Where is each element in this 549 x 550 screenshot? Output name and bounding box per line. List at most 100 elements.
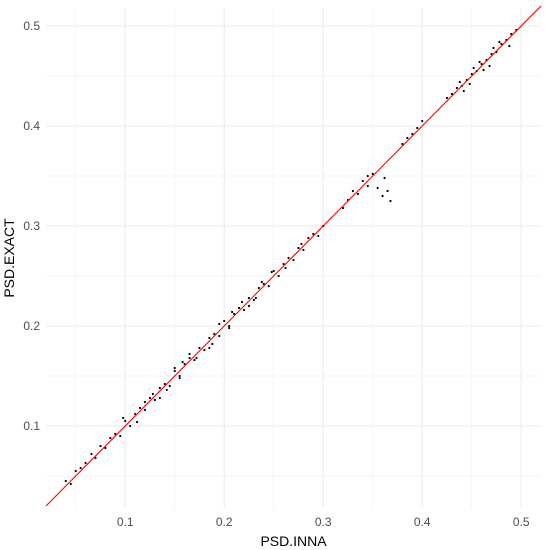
data-point <box>490 52 493 56</box>
y-tick-label: 0.5 <box>23 19 40 33</box>
major-gridlines <box>46 8 541 508</box>
data-point <box>228 324 231 328</box>
data-point <box>168 384 171 388</box>
data-point <box>455 86 458 90</box>
data-point <box>122 416 125 420</box>
data-point <box>158 396 161 400</box>
data-point <box>381 194 384 198</box>
data-point <box>223 319 226 323</box>
data-point <box>470 72 473 76</box>
data-point <box>302 248 305 252</box>
data-point <box>383 176 386 180</box>
y-tick-label: 0.2 <box>23 319 40 333</box>
data-point <box>260 280 263 284</box>
data-point <box>208 346 211 350</box>
data-point <box>203 348 206 352</box>
reference-line <box>45 5 542 507</box>
data-point <box>173 366 176 370</box>
data-point <box>135 420 139 424</box>
data-point <box>64 479 67 483</box>
data-point <box>386 189 389 193</box>
data-point <box>468 82 471 86</box>
data-point <box>143 408 147 412</box>
data-point <box>287 256 290 260</box>
data-point <box>508 44 511 48</box>
data-point <box>84 461 87 465</box>
data-point <box>277 274 280 278</box>
y-axis-tick-labels: 0.1 0.2 0.3 0.4 0.5 <box>23 19 40 433</box>
data-point <box>247 296 251 300</box>
data-point <box>213 332 216 336</box>
data-point <box>124 419 127 423</box>
x-tick-label: 0.1 <box>117 515 134 529</box>
data-point <box>341 206 345 210</box>
data-point <box>79 466 82 470</box>
data-point <box>284 266 287 270</box>
x-axis-title: PSD.INNA <box>260 533 327 549</box>
data-point <box>498 40 501 44</box>
data-point <box>482 68 485 72</box>
data-point <box>129 424 132 428</box>
data-point <box>218 334 221 338</box>
data-point <box>242 308 246 312</box>
data-point <box>231 310 234 314</box>
data-point <box>462 89 465 93</box>
data-point <box>254 296 257 300</box>
data-points <box>64 28 518 486</box>
data-point <box>371 172 374 176</box>
data-point <box>94 456 97 460</box>
y-axis-title: PSD.EXACT <box>1 218 17 298</box>
data-point <box>143 400 147 404</box>
data-point <box>356 192 359 196</box>
data-point <box>478 60 481 64</box>
data-point <box>480 62 483 66</box>
data-point <box>237 306 241 310</box>
data-point <box>411 132 414 136</box>
data-point <box>90 452 93 456</box>
data-point <box>492 46 495 50</box>
x-tick-label: 0.4 <box>414 515 431 529</box>
data-point <box>458 80 461 84</box>
data-point <box>257 286 260 290</box>
data-point <box>361 179 364 183</box>
data-point <box>74 469 77 473</box>
data-point <box>270 270 273 274</box>
data-point <box>183 362 186 366</box>
data-point <box>366 174 369 178</box>
data-point <box>104 446 107 450</box>
data-point <box>151 392 155 396</box>
data-point <box>178 376 181 380</box>
data-point <box>134 412 137 416</box>
data-point <box>317 234 320 238</box>
data-point <box>500 42 503 46</box>
data-point <box>153 398 156 402</box>
data-point <box>272 269 275 273</box>
data-point <box>119 434 122 438</box>
data-point <box>211 342 214 346</box>
x-axis-tick-labels: 0.1 0.2 0.3 0.4 0.5 <box>117 515 530 529</box>
data-point <box>307 236 310 240</box>
data-point <box>376 186 379 190</box>
data-point <box>292 258 295 262</box>
data-point <box>109 436 112 440</box>
data-point <box>233 312 236 316</box>
data-point <box>208 336 211 340</box>
data-point <box>351 189 354 193</box>
data-point <box>218 322 221 326</box>
data-point <box>195 356 198 360</box>
y-tick-label: 0.1 <box>23 419 40 433</box>
data-point <box>114 432 117 436</box>
data-point <box>138 406 142 410</box>
data-point <box>267 284 270 288</box>
data-point <box>173 369 176 373</box>
minor-gridlines <box>46 8 541 508</box>
data-point <box>181 360 184 364</box>
data-point <box>99 444 102 448</box>
data-point <box>178 374 181 378</box>
data-point <box>300 242 303 246</box>
data-point <box>421 119 424 123</box>
data-point <box>297 246 300 250</box>
data-point <box>312 232 315 236</box>
data-point <box>240 300 244 304</box>
data-point <box>282 262 285 266</box>
